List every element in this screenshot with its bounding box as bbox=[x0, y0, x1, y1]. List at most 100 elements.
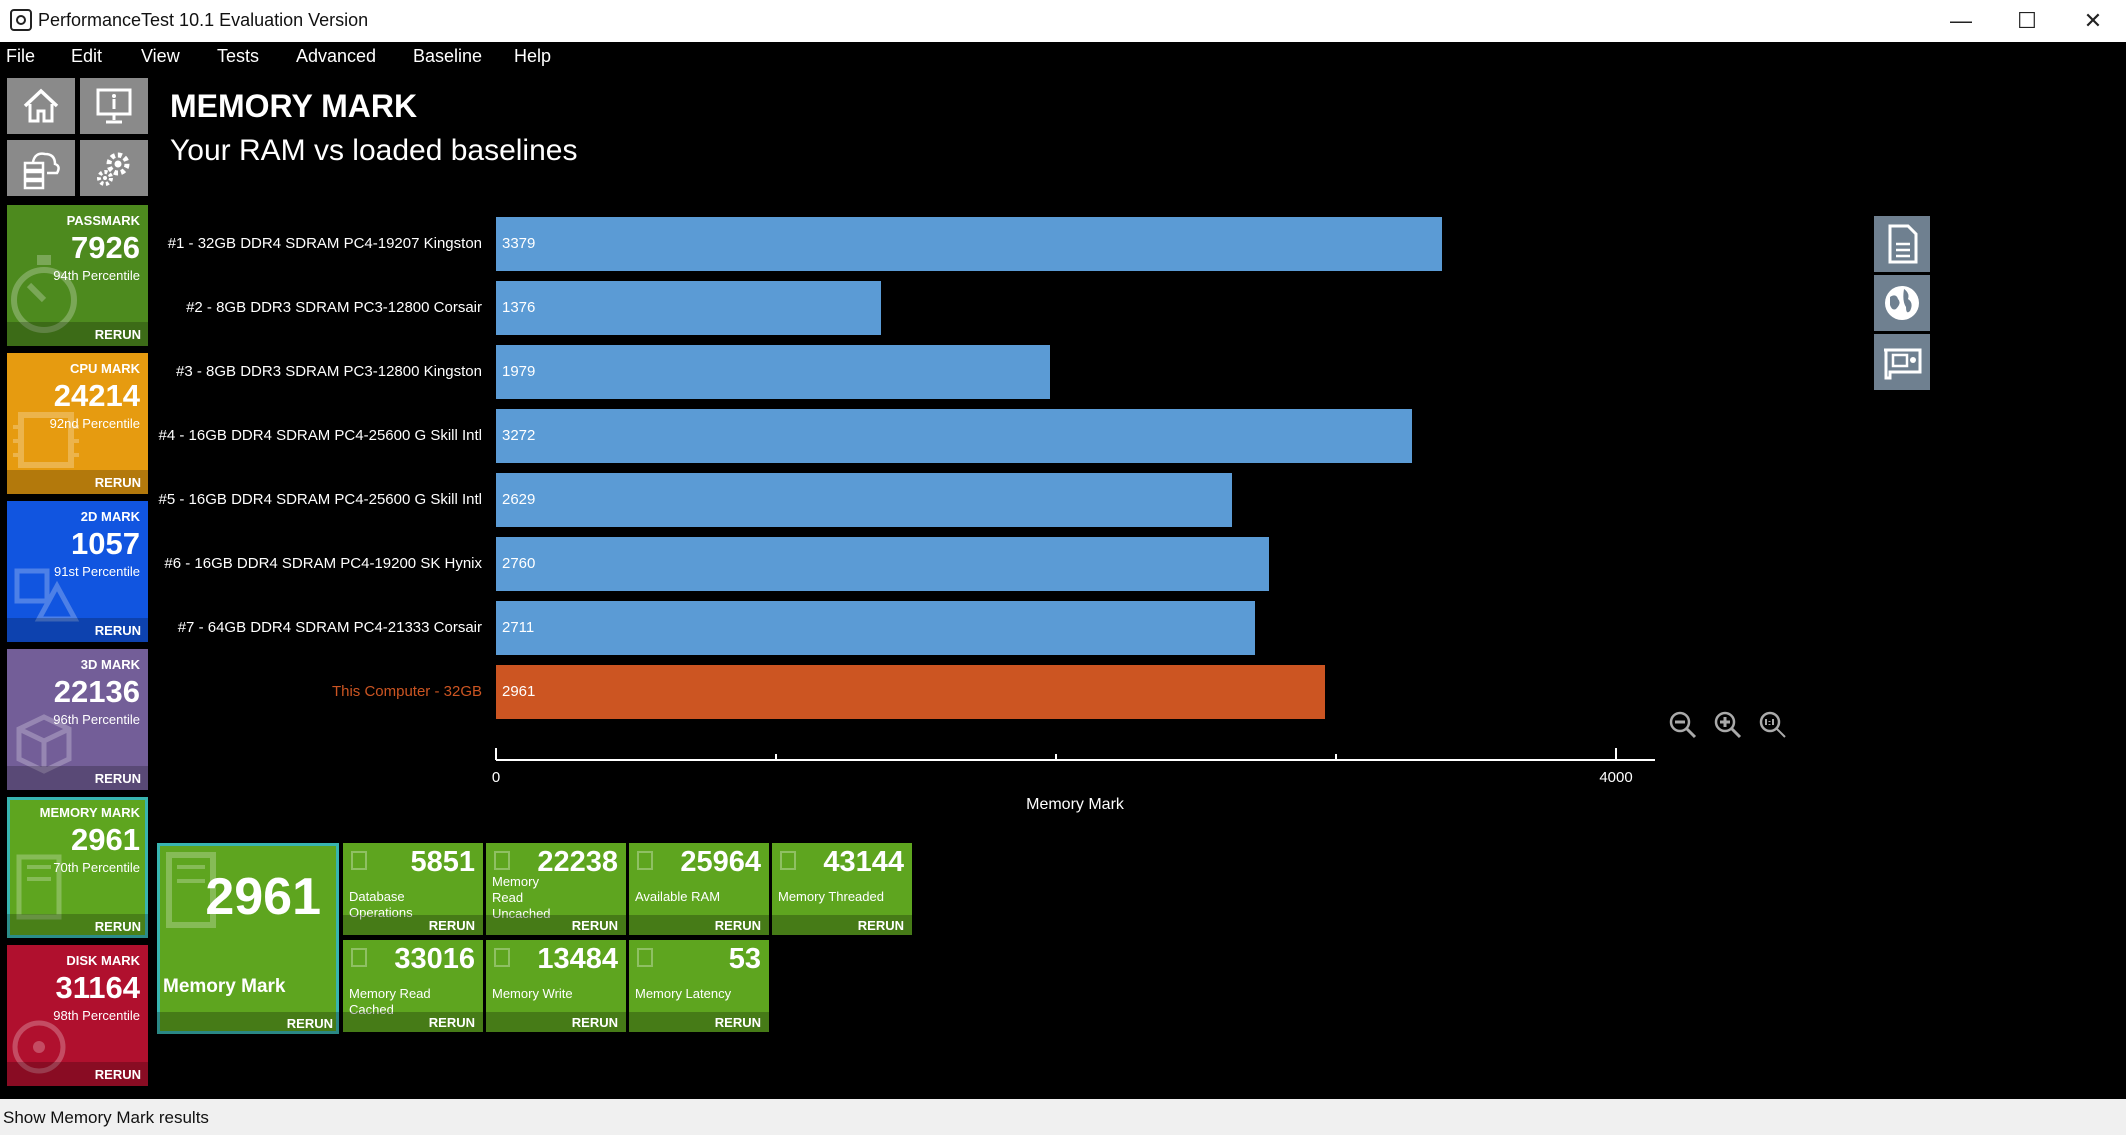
title-bar: PerformanceTest 10.1 Evaluation Version … bbox=[0, 0, 2126, 43]
subtest-tile-memory-read-uncached[interactable]: 22238 Memory Read Uncached RERUN bbox=[486, 843, 626, 935]
stopwatch-icon bbox=[11, 255, 77, 333]
main-tile-label: Memory Mark bbox=[163, 976, 286, 997]
rerun-button[interactable]: RERUN bbox=[486, 1012, 626, 1032]
shapes-2d-icon bbox=[14, 568, 80, 622]
tile-score: 22136 bbox=[53, 674, 140, 709]
rerun-button[interactable]: RERUN bbox=[7, 914, 148, 938]
sidebar-tile-memory[interactable]: MEMORY MARK 2961 70th Percentile RERUN bbox=[7, 797, 148, 938]
chart-bar[interactable]: 1376 bbox=[496, 281, 881, 335]
sidebar-tile-3d[interactable]: 3D MARK 22136 96th Percentile RERUN bbox=[7, 649, 148, 790]
sidebar-tile-disk[interactable]: DISK MARK 31164 98th Percentile RERUN bbox=[7, 945, 148, 1086]
sidebar-tile-2d[interactable]: 2D MARK 1057 91st Percentile RERUN bbox=[7, 501, 148, 642]
menu-file[interactable]: File bbox=[6, 46, 36, 66]
tile-title: MEMORY MARK bbox=[39, 805, 140, 820]
tile-title: PASSMARK bbox=[66, 213, 140, 228]
rerun-button[interactable]: RERUN bbox=[7, 470, 148, 494]
chart-bar[interactable]: 2711 bbox=[496, 601, 1255, 655]
tile-score: 2961 bbox=[71, 822, 140, 857]
rerun-label: RERUN bbox=[428, 918, 475, 933]
subtest-tile-database-operations[interactable]: 5851 Database Operations RERUN bbox=[343, 843, 483, 935]
rerun-label: RERUN bbox=[428, 1015, 475, 1030]
x-axis-ticks bbox=[495, 748, 1617, 760]
menu-baseline[interactable]: Baseline bbox=[413, 46, 483, 66]
tile-title: DISK MARK bbox=[66, 953, 140, 968]
status-text: Show Memory Mark results bbox=[3, 1108, 209, 1127]
subtest-value: 25964 bbox=[680, 846, 761, 878]
subtest-tile-memory-threaded[interactable]: 43144 Memory Threaded RERUN bbox=[772, 843, 912, 935]
subtest-tile-memory-read-cached[interactable]: 33016 Memory Read Cached RERUN bbox=[343, 940, 483, 1032]
subtest-label: Memory Latency bbox=[635, 986, 732, 1001]
chart-bar[interactable]: 1979 bbox=[496, 345, 1050, 399]
rerun-label: RERUN bbox=[714, 918, 761, 933]
tile-score: 1057 bbox=[71, 526, 140, 561]
rerun-button[interactable]: RERUN bbox=[629, 915, 769, 935]
chart-bar[interactable]: 3379 bbox=[496, 217, 1442, 271]
sidebar-tile-passmark[interactable]: PASSMARK 7926 94th Percentile RERUN bbox=[7, 205, 148, 346]
baseline-cloud-button[interactable] bbox=[7, 140, 75, 196]
chart-bar[interactable]: 3272 bbox=[496, 409, 1412, 463]
ram-chip-icon bbox=[494, 948, 510, 967]
close-button[interactable]: ✕ bbox=[2083, 8, 2103, 33]
ram-chip-icon bbox=[494, 851, 510, 870]
rerun-button[interactable]: RERUN bbox=[7, 766, 148, 790]
chart-bar-this-computer[interactable]: 2961 bbox=[496, 665, 1325, 719]
home-button[interactable] bbox=[7, 78, 75, 134]
rerun-button[interactable]: RERUN bbox=[343, 1012, 483, 1032]
bar-label-this-computer: This Computer - 32GB bbox=[331, 683, 482, 700]
subtest-value: 33016 bbox=[394, 943, 475, 975]
hardware-info-button[interactable] bbox=[1874, 334, 1930, 390]
x-axis-label: Memory Mark bbox=[1026, 796, 1125, 813]
chart-bar[interactable]: 2629 bbox=[496, 473, 1232, 527]
cpu-chip-icon bbox=[13, 412, 79, 468]
bar-label: #5 - 16GB DDR4 SDRAM PC4-25600 G Skill I… bbox=[158, 491, 482, 508]
menu-advanced[interactable]: Advanced bbox=[296, 46, 377, 66]
status-bar: Show Memory Mark results bbox=[0, 1099, 2126, 1135]
page-subtitle: Your RAM vs loaded baselines bbox=[170, 134, 578, 167]
chart-bar[interactable]: 2760 bbox=[496, 537, 1269, 591]
subtest-label: Memory Threaded bbox=[778, 889, 884, 904]
app-icon bbox=[10, 9, 32, 31]
rerun-button[interactable]: RERUN bbox=[629, 1012, 769, 1032]
zoom-reset-icon[interactable] bbox=[1758, 710, 1788, 740]
rerun-label: RERUN bbox=[857, 918, 904, 933]
menu-view[interactable]: View bbox=[141, 46, 180, 66]
monitor-info-icon bbox=[96, 88, 132, 124]
subtest-tile-memory-latency[interactable]: 53 Memory Latency RERUN bbox=[629, 940, 769, 1032]
rerun-button[interactable]: RERUN bbox=[772, 915, 912, 935]
rerun-button[interactable]: RERUN bbox=[343, 915, 483, 935]
main-memory-mark-tile[interactable]: 2961 Memory Mark RERUN bbox=[157, 843, 339, 1034]
menu-help[interactable]: Help bbox=[514, 46, 552, 66]
tile-percentile: 91st Percentile bbox=[54, 564, 140, 579]
rerun-label: RERUN bbox=[94, 475, 141, 490]
zoom-in-icon[interactable] bbox=[1713, 710, 1743, 740]
system-info-button[interactable] bbox=[80, 78, 148, 134]
rerun-button[interactable]: RERUN bbox=[157, 1012, 339, 1034]
main-score: 2961 bbox=[205, 868, 321, 926]
minimize-button[interactable]: — bbox=[1950, 8, 1972, 33]
sidebar-tile-cpu[interactable]: CPU MARK 24214 92nd Percentile RERUN bbox=[7, 353, 148, 494]
rerun-button[interactable]: RERUN bbox=[7, 618, 148, 642]
online-compare-button[interactable] bbox=[1874, 275, 1930, 331]
rerun-button[interactable]: RERUN bbox=[7, 1062, 148, 1086]
ram-chip-icon bbox=[637, 851, 653, 870]
rerun-label: RERUN bbox=[94, 919, 141, 934]
rerun-label: RERUN bbox=[94, 1067, 141, 1082]
subtest-value: 53 bbox=[728, 943, 761, 975]
rerun-button[interactable]: RERUN bbox=[486, 915, 626, 935]
ram-chip-icon bbox=[637, 948, 653, 967]
subtest-tile-memory-write[interactable]: 13484 Memory Write RERUN bbox=[486, 940, 626, 1032]
bar-value: 3379 bbox=[502, 235, 536, 252]
subtest-label: Memory Read Cached bbox=[349, 986, 431, 1017]
maximize-button[interactable]: ☐ bbox=[2017, 8, 2037, 33]
menu-edit[interactable]: Edit bbox=[71, 46, 103, 66]
subtest-tile-available-ram[interactable]: 25964 Available RAM RERUN bbox=[629, 843, 769, 935]
menu-tests[interactable]: Tests bbox=[217, 46, 260, 66]
rerun-button[interactable]: RERUN bbox=[7, 322, 148, 346]
tile-percentile: 94th Percentile bbox=[53, 268, 140, 283]
bar-label: #6 - 16GB DDR4 SDRAM PC4-19200 SK Hynix bbox=[164, 555, 482, 572]
export-report-button[interactable] bbox=[1874, 216, 1930, 272]
subtest-value: 43144 bbox=[823, 846, 904, 878]
settings-button[interactable] bbox=[80, 140, 148, 196]
rerun-label: RERUN bbox=[571, 918, 618, 933]
zoom-out-icon[interactable] bbox=[1668, 710, 1698, 740]
